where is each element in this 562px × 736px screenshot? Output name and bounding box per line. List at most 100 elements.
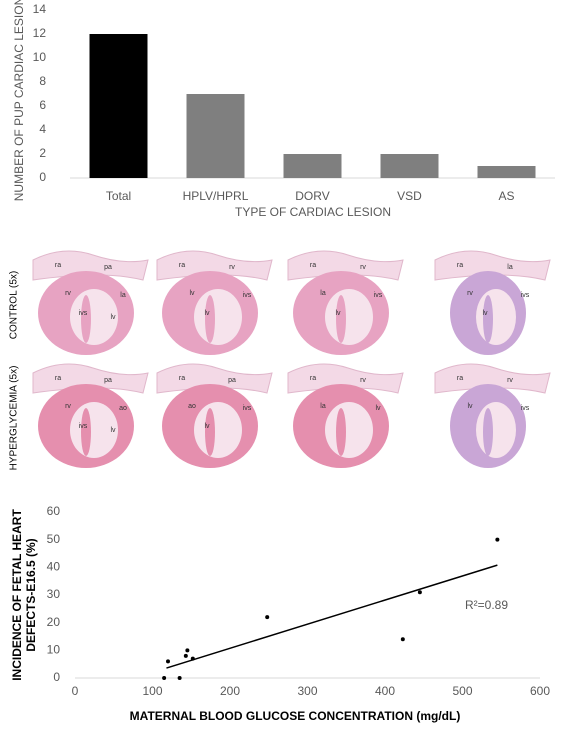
tissue-label: pa bbox=[104, 264, 112, 271]
tissue-label: lv bbox=[189, 290, 195, 297]
tissue-septum bbox=[205, 408, 215, 456]
tissue-label: ra bbox=[457, 375, 463, 382]
tissue-label: lv bbox=[482, 310, 488, 317]
x-tick-label: 200 bbox=[220, 684, 240, 698]
tissue-label: la bbox=[507, 264, 513, 271]
tissue-label: la bbox=[120, 292, 126, 299]
y-tick-label: 4 bbox=[39, 122, 46, 136]
tissue-label: ivs bbox=[374, 292, 383, 299]
tissue-septum bbox=[336, 295, 346, 343]
bar bbox=[186, 94, 245, 178]
tissue-label: ivs bbox=[243, 292, 252, 299]
tissue-label: ivs bbox=[79, 310, 88, 317]
tissue-label: ra bbox=[179, 262, 185, 269]
tissue-label: lv bbox=[335, 310, 341, 317]
bar bbox=[283, 154, 342, 178]
y-tick-label: 6 bbox=[39, 98, 46, 112]
y-axis-label: INCIDENCE OF FETAL HEART bbox=[10, 509, 24, 681]
tissue-septum bbox=[483, 295, 493, 343]
x-tick-label: DORV bbox=[295, 189, 329, 203]
bar bbox=[477, 166, 536, 178]
x-tick-label: VSD bbox=[397, 189, 422, 203]
tissue-chamber bbox=[325, 402, 373, 458]
point bbox=[190, 656, 195, 661]
y-tick-label: 2 bbox=[39, 146, 46, 160]
x-tick-label: 300 bbox=[297, 684, 317, 698]
tissue-septum bbox=[336, 408, 346, 456]
bar bbox=[89, 34, 148, 178]
y-tick-label: 10 bbox=[47, 643, 61, 657]
annotation: R²=0.89 bbox=[465, 598, 508, 612]
tissue-label: lv bbox=[110, 427, 116, 434]
tissue-chamber bbox=[194, 402, 242, 458]
tissue-label: ra bbox=[55, 375, 61, 382]
x-tick-label: Total bbox=[106, 189, 131, 203]
point bbox=[183, 653, 188, 658]
y-tick-label: 10 bbox=[33, 50, 47, 64]
tissue-label: pa bbox=[104, 377, 112, 384]
bar bbox=[380, 154, 439, 178]
tissue-label: pa bbox=[228, 377, 236, 384]
tissue-chamber bbox=[194, 289, 242, 345]
trendline bbox=[166, 564, 498, 669]
tissue-label: ra bbox=[310, 262, 316, 269]
point bbox=[417, 590, 422, 595]
tissue-label: ivs bbox=[79, 423, 88, 430]
tissue-label: la bbox=[320, 290, 326, 297]
tissue-label: ivs bbox=[521, 292, 530, 299]
tissue-label: ra bbox=[179, 375, 185, 382]
tissue-septum bbox=[81, 408, 91, 456]
x-tick-label: 600 bbox=[530, 684, 550, 698]
y-tick-label: 60 bbox=[47, 504, 61, 518]
tissue-label: ivs bbox=[521, 405, 530, 412]
tissue-chamber bbox=[325, 289, 373, 345]
y-axis-label: DEFECTS-E16.5 (%) bbox=[24, 538, 38, 651]
x-axis-label: MATERNAL BLOOD GLUCOSE CONCENTRATION (mg… bbox=[130, 709, 461, 723]
point bbox=[495, 537, 500, 542]
y-tick-label: 40 bbox=[47, 560, 61, 574]
x-tick-label: 500 bbox=[452, 684, 472, 698]
tissue-label: ra bbox=[310, 375, 316, 382]
y-tick-label: 12 bbox=[33, 26, 47, 40]
tissue-chamber bbox=[476, 402, 516, 458]
tissue-septum bbox=[81, 295, 91, 343]
tissue-label: ra bbox=[55, 262, 61, 269]
tissue-label: lv bbox=[204, 310, 210, 317]
row-label: CONTROL (5x) bbox=[9, 271, 20, 340]
y-axis-label: NUMBER OF PUP CARDIAC LESIONS bbox=[12, 0, 26, 201]
y-tick-label: 0 bbox=[39, 170, 46, 184]
x-tick-label: AS bbox=[498, 189, 514, 203]
point bbox=[185, 648, 190, 653]
y-tick-label: 30 bbox=[47, 587, 61, 601]
tissue-label: lv bbox=[467, 403, 473, 410]
point bbox=[400, 637, 405, 642]
tissue-label: rv bbox=[65, 403, 71, 410]
y-tick-label: 50 bbox=[47, 532, 61, 546]
x-tick-label: HPLV/HPRL bbox=[183, 189, 249, 203]
tissue-label: ra bbox=[457, 262, 463, 269]
tissue-label: rv bbox=[360, 377, 366, 384]
tissue-label: lv bbox=[375, 405, 381, 412]
x-axis-label: TYPE OF CARDIAC LESION bbox=[235, 205, 391, 219]
tissue-label: rv bbox=[360, 264, 366, 271]
tissue-label: rv bbox=[229, 264, 235, 271]
tissue-label: la bbox=[320, 403, 326, 410]
tissue-chamber bbox=[476, 289, 516, 345]
tissue-label: lv bbox=[204, 423, 210, 430]
tissue-label: lv bbox=[110, 314, 116, 321]
row-label: HYPERGLYCEMIA (5x) bbox=[9, 366, 20, 471]
tissue-septum bbox=[483, 408, 493, 456]
x-tick-label: 100 bbox=[142, 684, 162, 698]
y-tick-label: 14 bbox=[33, 2, 47, 16]
point bbox=[265, 615, 270, 620]
x-tick-label: 0 bbox=[72, 684, 79, 698]
point bbox=[177, 676, 182, 680]
tissue-label: ivs bbox=[243, 405, 252, 412]
tissue-label: rv bbox=[467, 290, 473, 297]
tissue-label: rv bbox=[507, 377, 513, 384]
point bbox=[166, 659, 170, 664]
tissue-label: ao bbox=[119, 405, 127, 412]
tissue-label: rv bbox=[65, 290, 71, 297]
tissue-label: ao bbox=[188, 403, 196, 410]
